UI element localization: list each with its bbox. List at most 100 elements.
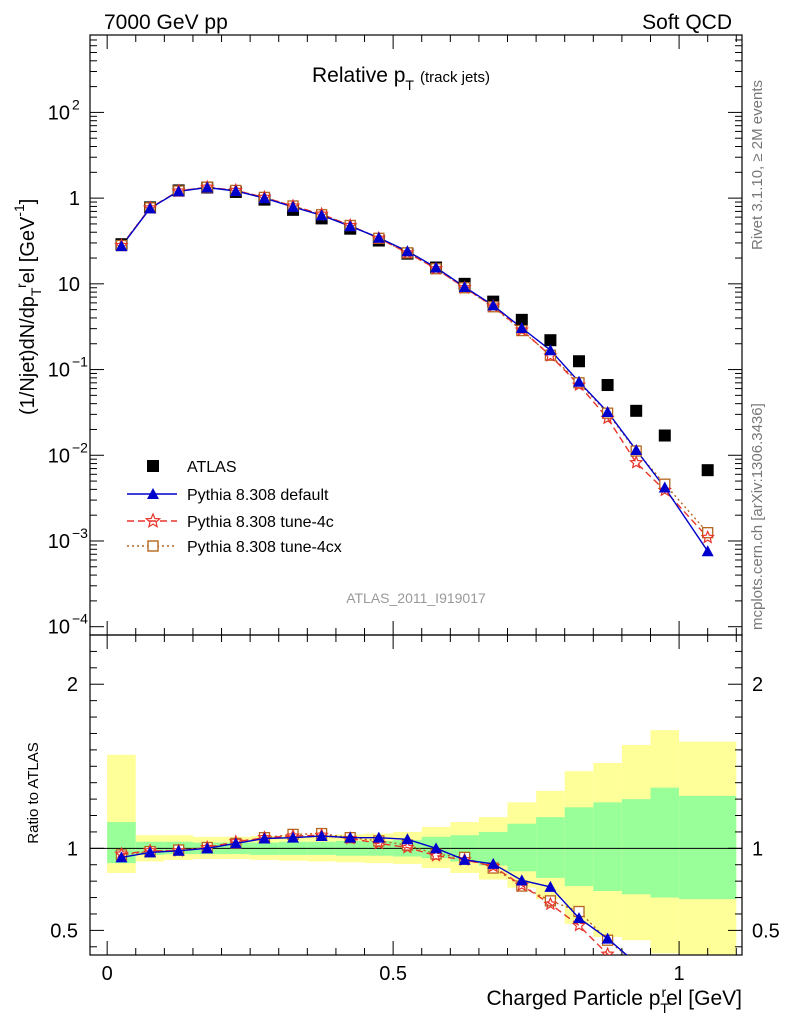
point-tune4c: [600, 946, 615, 955]
point-tune4c: [629, 455, 644, 469]
point-default: [430, 842, 443, 854]
series-line-ratio: [121, 834, 611, 955]
point-tune4c: [571, 917, 587, 932]
point-default: [115, 240, 128, 252]
point-default: [544, 880, 557, 892]
point-default: [630, 444, 643, 456]
y-tick-label-ratio: 1: [67, 838, 78, 860]
point-tune4c: [486, 858, 501, 873]
y-tick-exponent-top: −4: [72, 611, 88, 627]
analysis-label: ATLAS_2011_I919017: [346, 590, 486, 606]
y-tick-label-top: 10: [48, 360, 70, 382]
point-tune4c: [657, 482, 672, 497]
point-tune4c: [543, 896, 558, 911]
point-default: [372, 231, 385, 243]
point-atlas: [658, 429, 671, 442]
point-default: [115, 851, 128, 863]
point-tune4c: [428, 848, 444, 862]
point-default: [544, 344, 557, 356]
point-default: [201, 842, 214, 854]
uncertainty-bands: [107, 730, 737, 955]
band-green: [536, 817, 565, 878]
y-tick-exponent-top: −3: [72, 525, 88, 541]
y-tick-label-ratio-right: 0.5: [752, 920, 780, 942]
band-green: [564, 807, 594, 887]
point-default: [458, 280, 471, 292]
point-default: [372, 831, 385, 843]
band-green: [650, 787, 680, 898]
ratio-series-layer: [114, 827, 628, 955]
legend-marker-tune4c: [144, 512, 162, 528]
point-default: [658, 481, 671, 493]
x-tick-label: 1: [674, 963, 685, 985]
band-green: [679, 795, 737, 900]
legend-marker-default: [147, 488, 159, 499]
rivet-label: Rivet 3.1.10, ≥ 2M events: [749, 80, 766, 250]
series-layer: [114, 179, 715, 955]
y-tick-label-ratio: 2: [67, 674, 78, 696]
point-atlas: [573, 355, 585, 368]
legend-label-tune4c: Pythia 8.308 tune-4c: [187, 514, 334, 531]
x-tick-label: 0: [102, 963, 113, 985]
series-line-top: [120, 186, 709, 538]
legend: ATLAS Pythia 8.308 default Pythia 8.308 …: [127, 459, 342, 556]
point-atlas: [544, 334, 557, 347]
band-green: [621, 799, 651, 895]
legend-marker-tune4cx: [147, 540, 159, 552]
y-tick-label-ratio-right: 1: [752, 838, 763, 860]
point-atlas: [701, 464, 714, 477]
point-atlas: [515, 313, 528, 326]
point-default: [144, 202, 157, 214]
point-default: [573, 912, 585, 924]
y-axis-label-top: (1/Njet)dN/dpTrel [GeV-1]: [11, 199, 44, 415]
legend-marker-atlas: [147, 460, 159, 472]
series-line-top: [120, 186, 709, 534]
chart-title-note: (track jets): [420, 69, 490, 86]
point-default: [144, 846, 157, 858]
band-green: [507, 823, 537, 872]
y-tick-label-top: 10: [48, 531, 70, 553]
y-tick-label-top: 10: [48, 102, 70, 124]
y-tick-exponent-top: −1: [72, 354, 88, 370]
legend-label-default: Pythia 8.308 default: [187, 487, 329, 504]
chart-title: Relative pT (track jets): [312, 64, 490, 93]
point-default: [172, 844, 185, 856]
point-tune4cx: [544, 895, 557, 907]
point-default: [201, 181, 214, 193]
legend-label-atlas: ATLAS: [187, 459, 237, 476]
point-default: [229, 837, 242, 849]
y-tick-label-top: 10: [58, 274, 80, 296]
point-default: [601, 405, 614, 417]
y-tick-label-top: 1: [69, 188, 80, 210]
y-tick-exponent-top: −2: [72, 439, 88, 455]
point-tune4c: [700, 529, 715, 544]
point-default: [287, 200, 300, 212]
point-default: [172, 185, 185, 197]
point-default: [344, 220, 357, 232]
point-default: [258, 832, 271, 844]
point-default: [573, 375, 585, 387]
point-default: [229, 185, 242, 197]
point-default: [458, 853, 471, 865]
y-tick-exponent-top: 2: [72, 96, 80, 112]
point-default: [430, 261, 443, 273]
y-axis-label-ratio: Ratio to ATLAS: [25, 742, 42, 843]
x-axis-label: Charged Particle pTrel [GeV]: [486, 984, 742, 1016]
point-atlas: [601, 379, 614, 392]
point-default: [701, 545, 714, 557]
chart-title-main: Relative p: [312, 64, 405, 87]
point-default: [287, 831, 300, 843]
header-right: Soft QCD: [642, 11, 732, 34]
point-atlas: [630, 404, 643, 417]
point-default: [487, 857, 500, 869]
x-tick-label: 0.5: [379, 963, 407, 985]
y-tick-label-top: 10: [48, 445, 70, 467]
point-tune4c: [400, 839, 415, 854]
point-default: [401, 245, 414, 257]
legend-label-tune4cx: Pythia 8.308 tune-4cx: [187, 539, 342, 556]
point-default: [315, 830, 328, 842]
y-tick-label-top: 10: [48, 617, 70, 639]
point-default: [401, 833, 414, 845]
